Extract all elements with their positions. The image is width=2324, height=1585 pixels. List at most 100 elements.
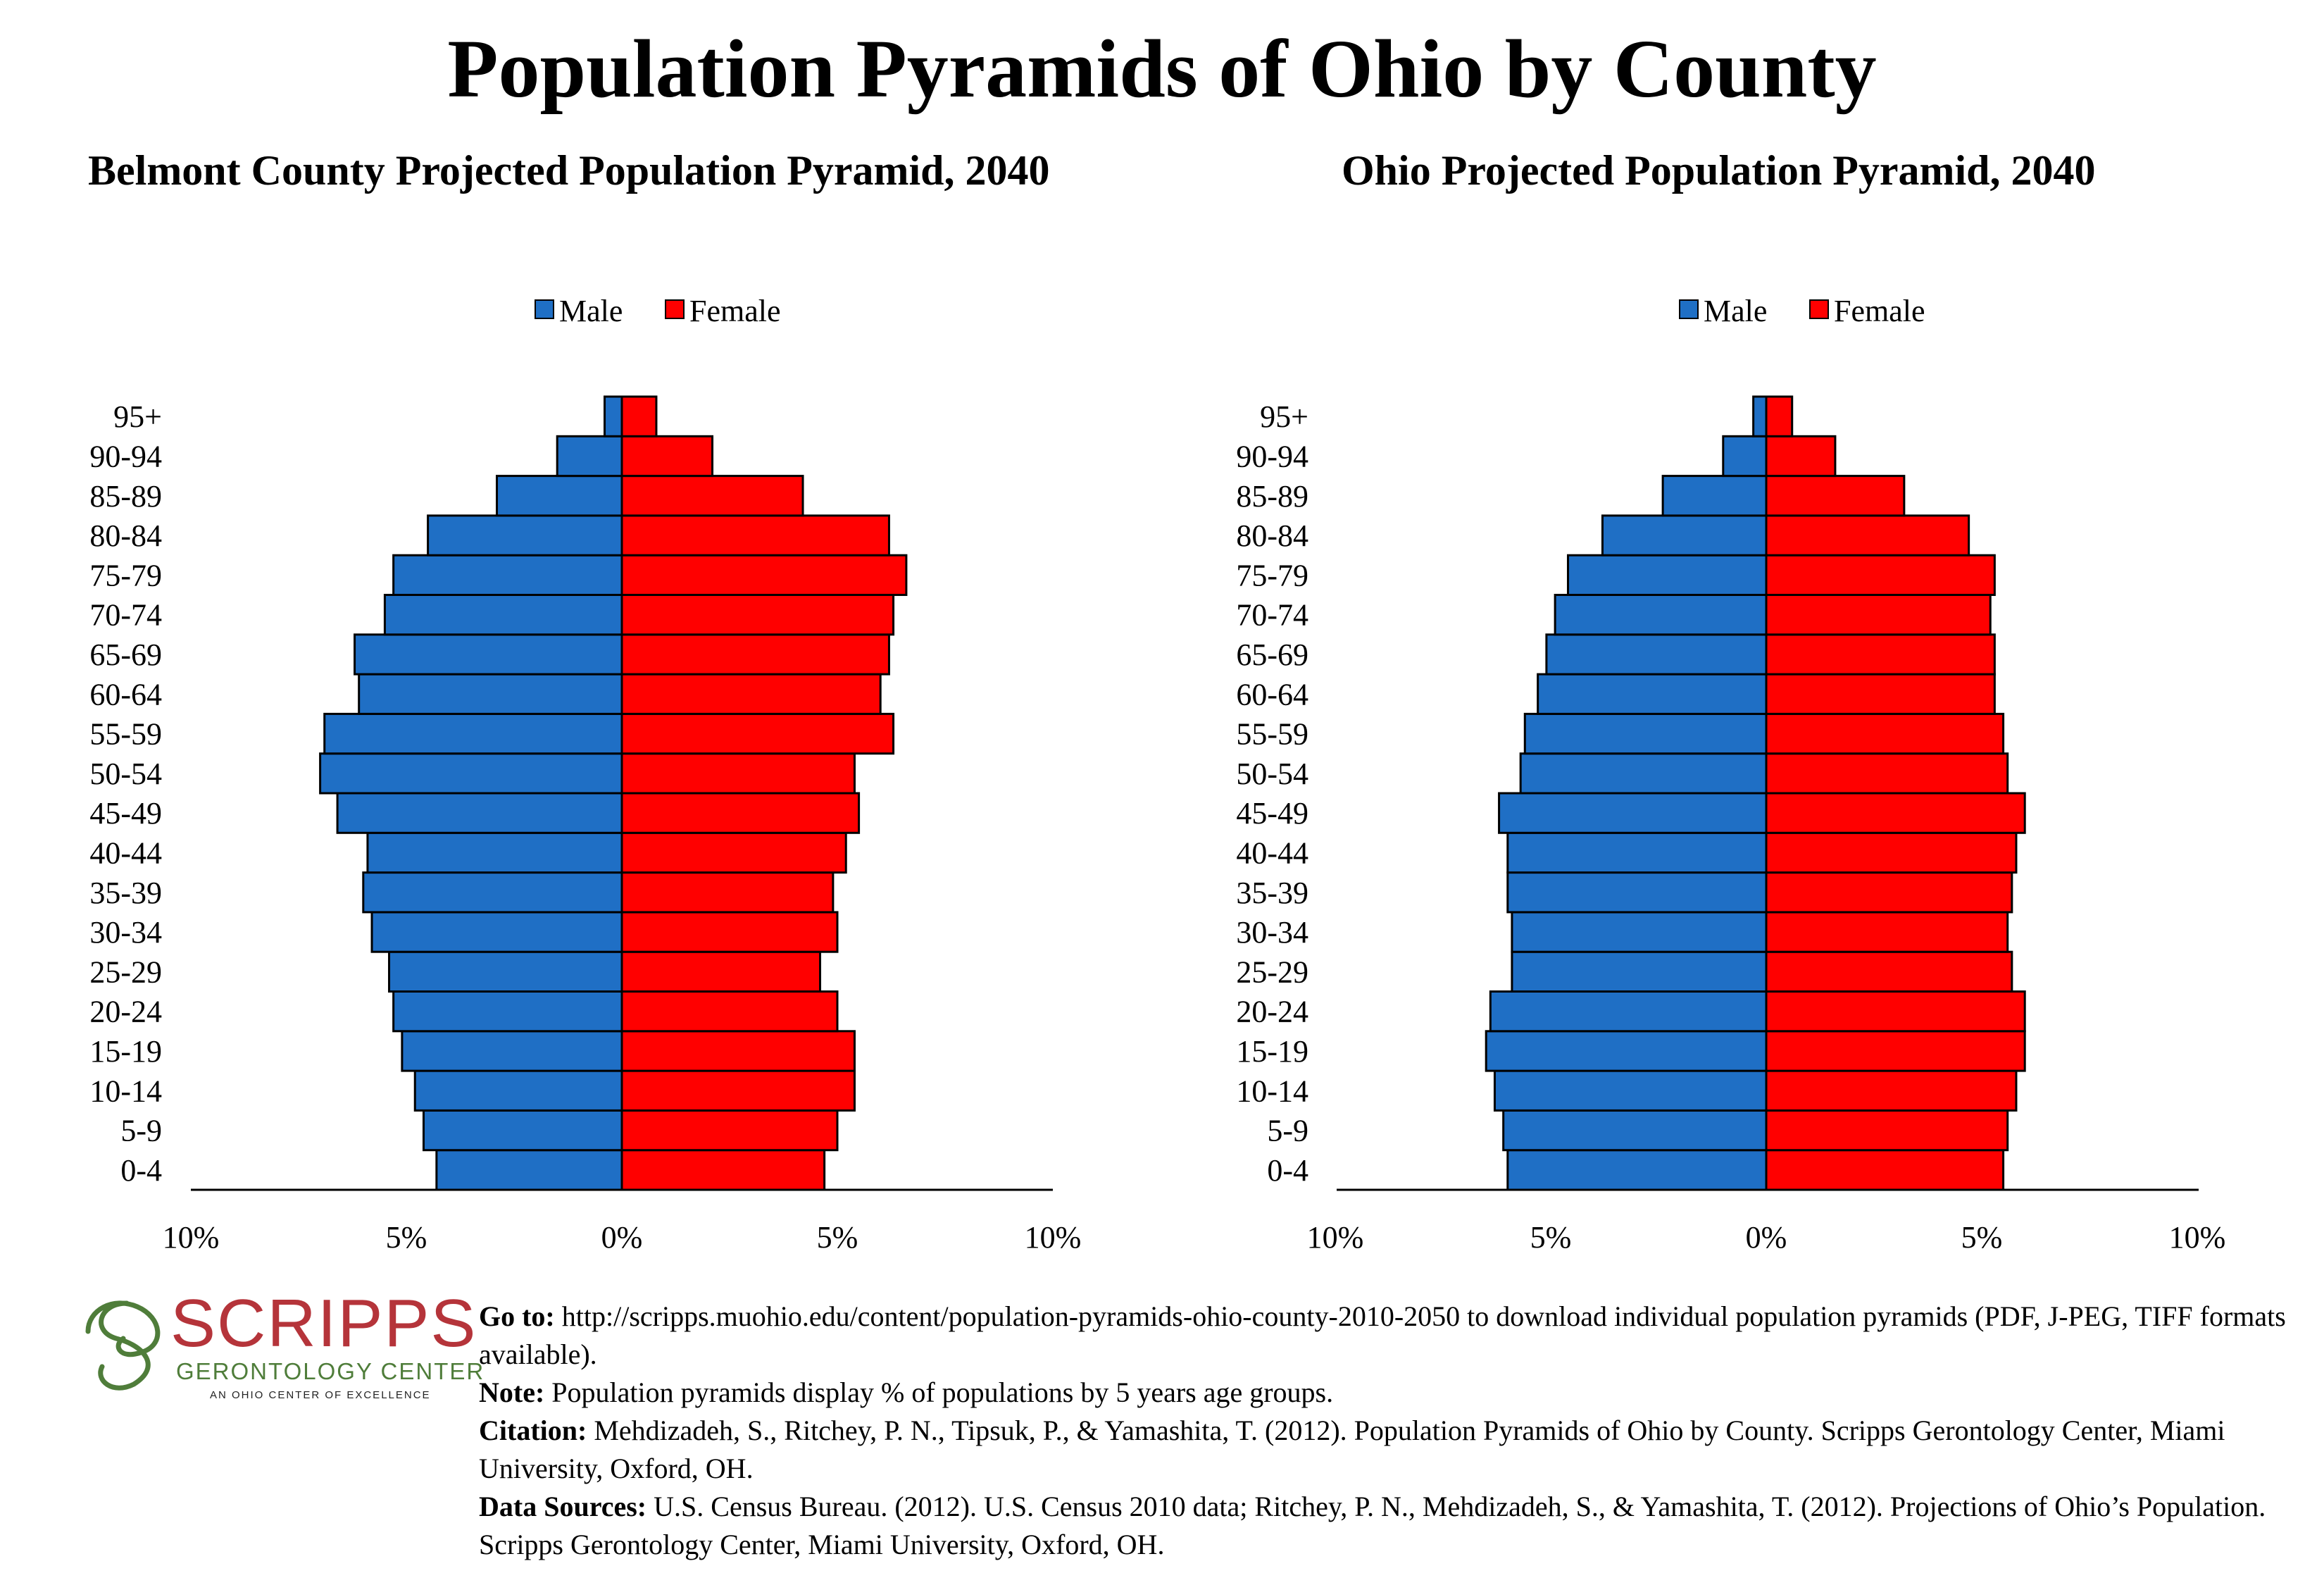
ohio-legend-swatch-male bbox=[1679, 299, 1699, 319]
belmont-bar-female-85-89 bbox=[620, 475, 804, 517]
ohio-bar-female-60-64 bbox=[1765, 673, 1996, 715]
belmont-bar-male-35-39 bbox=[362, 871, 623, 914]
ohio-age-label: 60-64 bbox=[1236, 677, 1308, 711]
scripps-swirl-icon bbox=[85, 1300, 161, 1391]
ohio-tick-label: 0% bbox=[1746, 1220, 1787, 1255]
belmont-bar-male-45-49 bbox=[336, 792, 623, 834]
ohio-age-label: 75-79 bbox=[1236, 558, 1308, 592]
ohio-bar-male-10-14 bbox=[1493, 1069, 1768, 1112]
belmont-bar-male-40-44 bbox=[366, 831, 623, 874]
note-note: Note: Population pyramids display % of p… bbox=[479, 1376, 1334, 1408]
ohio-age-label: 20-24 bbox=[1236, 995, 1308, 1029]
chart-title-ohio: Ohio Projected Population Pyramid, 2040 bbox=[1342, 147, 2096, 194]
belmont-bar-male-30-34 bbox=[370, 911, 623, 953]
ohio-age-label: 85-89 bbox=[1236, 479, 1308, 514]
belmont-age-label: 20-24 bbox=[89, 995, 162, 1029]
ohio-age-label: 15-19 bbox=[1236, 1034, 1308, 1069]
belmont-bar-male-15-19 bbox=[401, 1030, 623, 1072]
ohio-age-label: 0-4 bbox=[1267, 1153, 1308, 1188]
belmont-bar-male-75-79 bbox=[392, 554, 623, 597]
belmont-bar-female-90-94 bbox=[620, 435, 714, 478]
belmont-bar-female-45-49 bbox=[620, 792, 861, 834]
ohio-bar-male-40-44 bbox=[1506, 831, 1768, 874]
belmont-age-label: 95+ bbox=[113, 399, 162, 434]
belmont-bar-male-5-9 bbox=[422, 1109, 623, 1152]
ohio-bar-male-5-9 bbox=[1502, 1109, 1768, 1152]
ohio-bar-female-90-94 bbox=[1765, 435, 1837, 478]
ohio-age-label: 30-34 bbox=[1236, 915, 1308, 950]
belmont-age-label: 65-69 bbox=[89, 638, 162, 672]
belmont-bar-male-55-59 bbox=[323, 712, 623, 755]
belmont-bar-female-65-69 bbox=[620, 633, 890, 676]
ohio-bar-male-55-59 bbox=[1523, 712, 1768, 755]
ohio-bar-female-45-49 bbox=[1765, 792, 2026, 834]
belmont-bar-male-80-84 bbox=[427, 514, 623, 557]
belmont-age-label: 0-4 bbox=[120, 1153, 162, 1188]
belmont-age-label: 10-14 bbox=[89, 1074, 162, 1108]
ohio-bar-female-65-69 bbox=[1765, 633, 1996, 676]
belmont-age-label: 30-34 bbox=[89, 915, 162, 950]
belmont-age-label: 40-44 bbox=[89, 835, 162, 870]
belmont-bar-female-70-74 bbox=[620, 594, 895, 636]
ohio-bar-male-60-64 bbox=[1537, 673, 1768, 715]
ohio-bar-female-35-39 bbox=[1765, 871, 2013, 914]
belmont-bar-female-10-14 bbox=[620, 1069, 856, 1112]
ohio-age-label: 65-69 bbox=[1236, 638, 1308, 672]
belmont-bar-female-0-4 bbox=[620, 1149, 826, 1191]
ohio-bar-male-30-34 bbox=[1511, 911, 1768, 953]
ohio-bar-female-15-19 bbox=[1765, 1030, 2026, 1072]
belmont-bar-male-90-94 bbox=[556, 435, 623, 478]
belmont-bar-female-30-34 bbox=[620, 911, 839, 953]
ohio-legend-label-female: Female bbox=[1834, 294, 1925, 328]
ohio-bar-male-85-89 bbox=[1661, 475, 1768, 517]
ohio-age-label: 80-84 bbox=[1236, 518, 1308, 553]
ohio-bar-female-75-79 bbox=[1765, 554, 1996, 597]
belmont-bar-female-95+ bbox=[620, 395, 658, 437]
belmont-tick-label: 5% bbox=[817, 1220, 858, 1255]
ohio-bar-female-5-9 bbox=[1765, 1109, 2009, 1152]
belmont-bar-female-50-54 bbox=[620, 752, 856, 795]
belmont-age-label: 85-89 bbox=[89, 479, 162, 514]
ohio-bar-male-45-49 bbox=[1498, 792, 1768, 834]
pyramid-charts: 0-4 5-9 10-14 15-19 20-24 25-29 30-34 35-39 40-4… bbox=[89, 294, 2226, 1255]
ohio-age-label: 90-94 bbox=[1236, 439, 1308, 473]
scripps-logo: SCRIPPS GERONTOLOGY CENTER AN OHIO CENTE… bbox=[85, 1286, 483, 1409]
ohio-tick-label: 10% bbox=[2169, 1220, 2226, 1255]
ohio-age-label: 55-59 bbox=[1236, 717, 1308, 752]
ohio-bar-male-90-94 bbox=[1722, 435, 1768, 478]
belmont-age-label: 80-84 bbox=[89, 518, 162, 553]
belmont-bar-female-55-59 bbox=[620, 712, 895, 755]
ohio-age-label: 25-29 bbox=[1236, 955, 1308, 989]
belmont-age-label: 25-29 bbox=[89, 955, 162, 989]
footnotes: Go to: http://scripps.muohio.edu/content… bbox=[479, 1298, 2310, 1564]
ohio-bar-female-30-34 bbox=[1765, 911, 2009, 953]
ohio-age-label: 5-9 bbox=[1267, 1114, 1308, 1148]
ohio-bar-male-15-19 bbox=[1485, 1030, 1768, 1072]
ohio-bar-female-80-84 bbox=[1765, 514, 1970, 557]
ohio-bar-male-0-4 bbox=[1506, 1149, 1768, 1191]
logo-subtitle: GERONTOLOGY CENTER bbox=[176, 1358, 485, 1384]
belmont-bar-female-60-64 bbox=[620, 673, 882, 715]
chart-title-belmont: Belmont County Projected Population Pyra… bbox=[88, 147, 1050, 194]
ohio-bar-female-20-24 bbox=[1765, 990, 2026, 1033]
belmont-bar-male-10-14 bbox=[413, 1069, 623, 1112]
ohio-bar-male-25-29 bbox=[1511, 950, 1768, 993]
ohio-bar-male-70-74 bbox=[1554, 594, 1768, 636]
ohio-bar-female-85-89 bbox=[1765, 475, 1906, 517]
ohio-age-label: 35-39 bbox=[1236, 876, 1308, 910]
ohio-bar-female-40-44 bbox=[1765, 831, 2018, 874]
belmont-legend-label-female: Female bbox=[689, 294, 781, 328]
belmont-age-label: 35-39 bbox=[89, 876, 162, 910]
ohio-bar-male-35-39 bbox=[1506, 871, 1768, 914]
ohio-age-label: 45-49 bbox=[1236, 796, 1308, 831]
ohio-bar-male-65-69 bbox=[1545, 633, 1768, 676]
ohio-bar-female-70-74 bbox=[1765, 594, 1992, 636]
belmont-age-label: 15-19 bbox=[89, 1034, 162, 1069]
belmont-bar-female-15-19 bbox=[620, 1030, 856, 1072]
belmont-tick-label: 5% bbox=[386, 1220, 427, 1255]
ohio-bar-male-95+ bbox=[1752, 395, 1768, 437]
goto-note: Go to: http://scripps.muohio.edu/content… bbox=[479, 1300, 2286, 1370]
page-title: Population Pyramids of Ohio by County bbox=[447, 23, 1877, 115]
belmont-legend-swatch-male bbox=[535, 299, 554, 319]
ohio-bar-female-0-4 bbox=[1765, 1149, 2005, 1191]
